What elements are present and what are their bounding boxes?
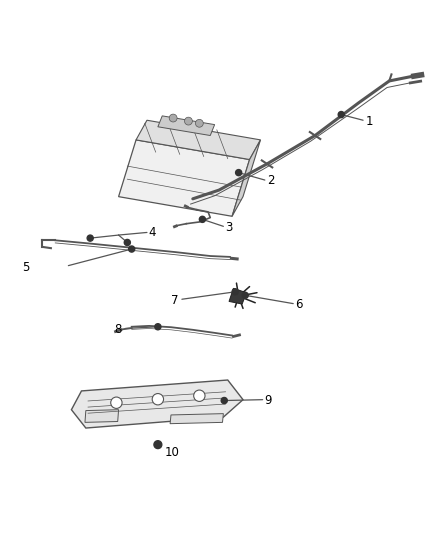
Circle shape	[194, 390, 205, 401]
Text: 6: 6	[295, 298, 303, 311]
Text: 9: 9	[265, 394, 272, 407]
Polygon shape	[229, 288, 247, 304]
Text: 3: 3	[225, 221, 232, 233]
Text: 10: 10	[164, 446, 179, 458]
Polygon shape	[158, 116, 215, 135]
Circle shape	[242, 292, 248, 298]
Polygon shape	[170, 414, 223, 424]
Polygon shape	[232, 140, 261, 216]
Circle shape	[111, 397, 122, 408]
Text: 4: 4	[148, 227, 156, 239]
Circle shape	[184, 117, 192, 125]
Circle shape	[129, 246, 135, 252]
Circle shape	[155, 324, 161, 330]
Circle shape	[236, 169, 242, 176]
Circle shape	[169, 114, 177, 122]
Polygon shape	[85, 410, 119, 422]
Circle shape	[154, 441, 162, 449]
Text: 7: 7	[171, 294, 179, 306]
Text: 8: 8	[115, 323, 122, 336]
Circle shape	[152, 393, 163, 405]
Polygon shape	[71, 380, 243, 428]
Circle shape	[221, 398, 227, 403]
Circle shape	[87, 235, 93, 241]
Circle shape	[195, 119, 203, 127]
Circle shape	[199, 216, 205, 222]
Circle shape	[338, 111, 344, 118]
Circle shape	[232, 289, 238, 295]
Text: 5: 5	[22, 261, 29, 274]
Circle shape	[124, 239, 131, 246]
Text: 1: 1	[365, 115, 373, 127]
Polygon shape	[119, 140, 250, 216]
Text: 2: 2	[267, 174, 275, 188]
Polygon shape	[136, 120, 261, 159]
